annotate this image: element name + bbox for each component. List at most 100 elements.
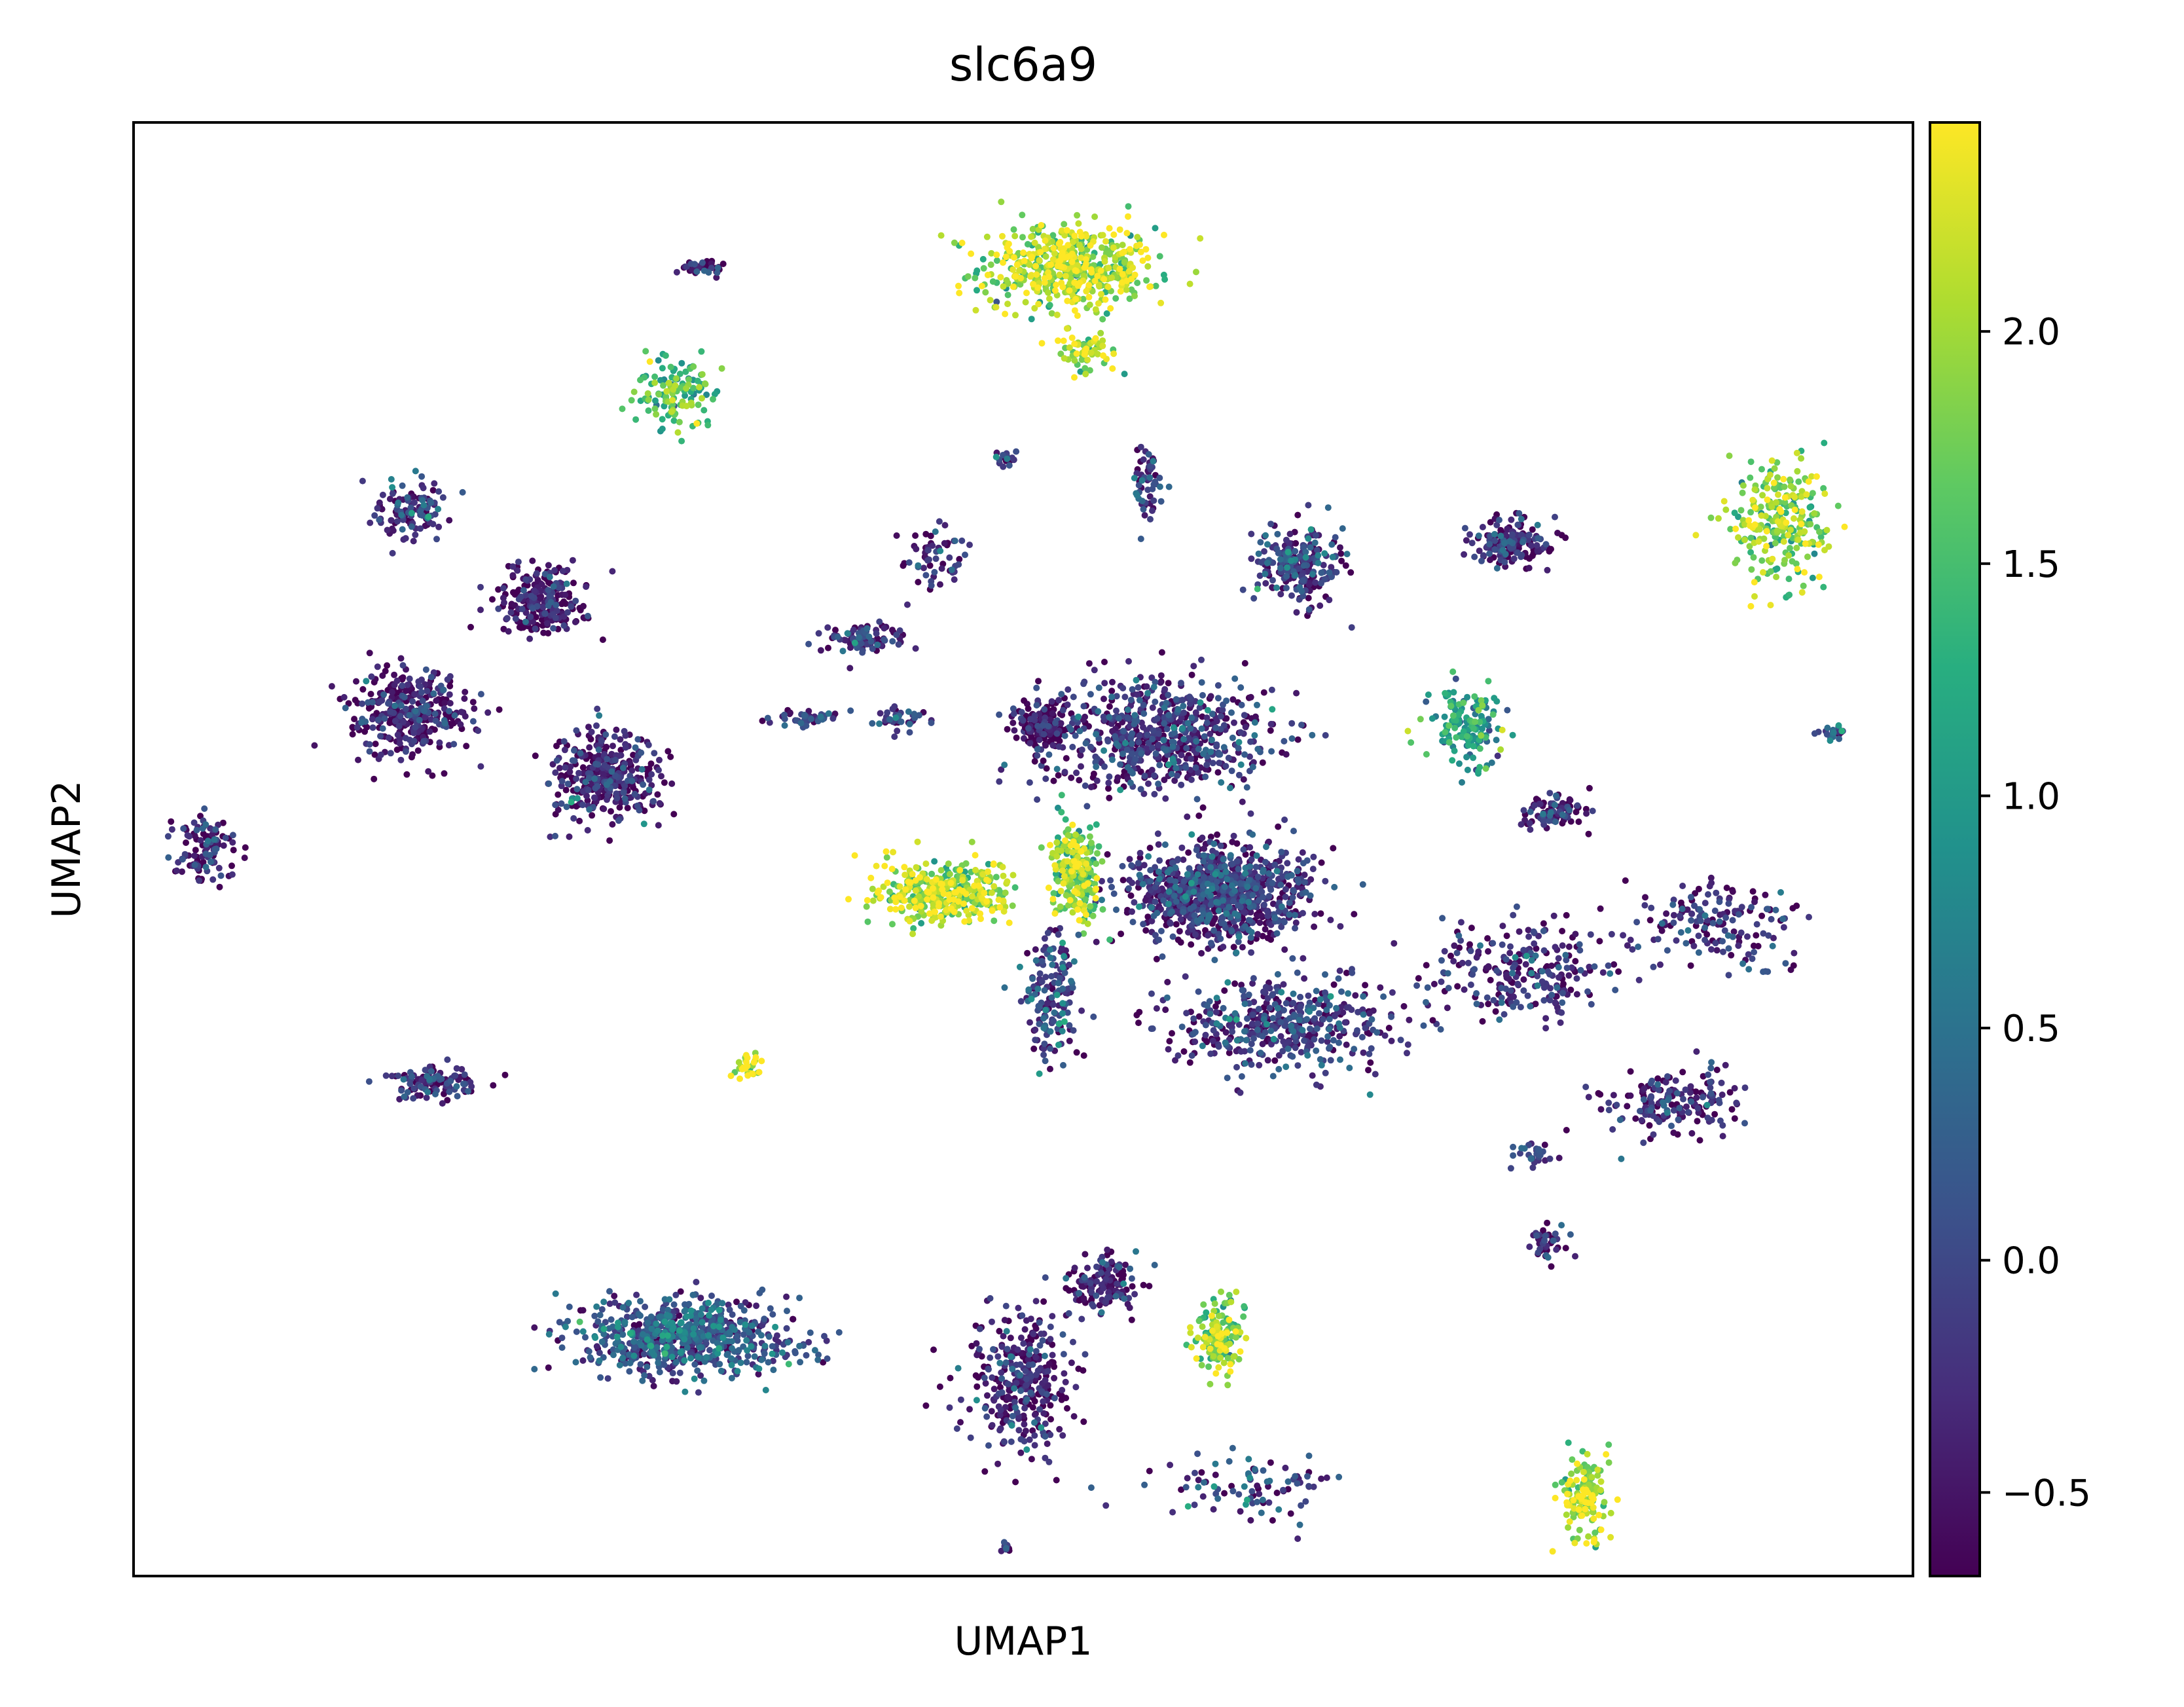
point-c4-367: [1055, 697, 1063, 704]
point-c6-146: [1491, 546, 1499, 553]
point-c13-215: [1092, 894, 1099, 902]
point-c7-237: [1751, 579, 1758, 586]
point-c7-51: [1785, 576, 1793, 583]
point-c9-555: [1282, 886, 1289, 893]
point-c9-906: [1228, 882, 1235, 889]
point-c12-278: [959, 877, 966, 884]
point-c10-115: [1259, 1040, 1266, 1048]
point-c12-358: [925, 889, 932, 896]
point-c10-80: [1400, 1002, 1408, 1010]
point-c4-549: [1140, 701, 1147, 708]
point-c9-410: [1299, 849, 1306, 856]
point-c4-675: [1124, 707, 1131, 713]
point-c0-189: [987, 261, 994, 268]
point-c0-505: [1128, 276, 1135, 283]
point-c0-443: [956, 289, 963, 297]
point-c16-197: [509, 563, 517, 570]
point-c2-75: [637, 376, 644, 384]
point-c6-155: [1486, 541, 1493, 547]
point-c9-328: [1201, 845, 1208, 853]
point-c4-442: [1042, 775, 1049, 782]
point-c14-28: [1032, 946, 1039, 953]
point-c7-127: [1772, 540, 1779, 547]
point-c4-47: [1294, 736, 1301, 743]
point-c5-0: [1347, 569, 1355, 576]
point-c8-126: [1463, 733, 1470, 740]
point-c11-35: [1013, 734, 1020, 741]
point-c10-147: [1388, 1037, 1395, 1044]
point-c11-96: [1055, 743, 1063, 750]
point-c12-161: [1002, 889, 1009, 896]
point-c0-361: [1036, 257, 1043, 264]
point-c4-489: [1154, 715, 1161, 722]
point-c16-247: [545, 587, 552, 594]
point-c9-873: [1169, 908, 1175, 915]
point-c0-77: [1125, 203, 1132, 210]
point-c10-123: [1336, 1033, 1343, 1040]
point-c7-242: [1745, 517, 1753, 524]
point-c10-255: [1207, 1050, 1214, 1057]
point-c4-485: [1186, 693, 1193, 701]
point-c1-34: [1061, 355, 1068, 362]
point-c12-334: [924, 896, 930, 903]
point-c12-242: [928, 917, 936, 925]
point-c10-261: [1355, 1008, 1362, 1016]
point-c14-73: [1017, 998, 1025, 1005]
point-c10-419: [1288, 1022, 1295, 1029]
point-c5-166: [1250, 595, 1258, 602]
point-c7-235: [1770, 479, 1777, 486]
point-c5-235: [1288, 557, 1295, 564]
point-c16-257: [522, 618, 529, 625]
point-c5-212: [1277, 564, 1284, 572]
point-c10-41: [1166, 1038, 1173, 1045]
point-c14-145: [1070, 958, 1078, 965]
point-c0-121: [1126, 295, 1133, 303]
point-c5-138: [1348, 624, 1355, 631]
point-c9-289: [1258, 912, 1265, 919]
point-c4-628: [1229, 734, 1236, 741]
point-c9-915: [1244, 883, 1251, 890]
point-c15-58: [379, 491, 386, 498]
point-c15-108: [408, 509, 415, 517]
point-c10-34: [1367, 1059, 1374, 1066]
point-c6-167: [1491, 530, 1498, 538]
point-c14-137: [1068, 978, 1074, 985]
point-c13-48: [1058, 792, 1065, 799]
point-c7-184: [1773, 499, 1779, 506]
point-c5-122: [1248, 530, 1255, 538]
point-c0-494: [1072, 295, 1080, 303]
point-c0-461: [1028, 253, 1036, 261]
point-c13-143: [1057, 903, 1064, 910]
point-c1-38: [1087, 349, 1095, 356]
point-c2-120: [665, 380, 672, 386]
point-c10-212: [1237, 1048, 1245, 1055]
point-c10-438: [1233, 1037, 1241, 1044]
point-c10-443: [1366, 1091, 1374, 1098]
point-c16-17: [467, 623, 474, 631]
point-c2-57: [632, 416, 640, 423]
point-c5-165: [1269, 577, 1276, 584]
point-c1-12: [1082, 365, 1089, 372]
point-c7-204: [1793, 449, 1800, 456]
point-c2-46: [670, 417, 678, 424]
point-c0-466: [1137, 248, 1144, 255]
point-c6-83: [1544, 566, 1551, 574]
point-c4-605: [1198, 679, 1205, 686]
point-c10-365: [1224, 1074, 1231, 1082]
point-c10-271: [1318, 1037, 1325, 1044]
point-c9-745: [1108, 883, 1115, 890]
point-c0-485: [1030, 281, 1037, 287]
point-c12-286: [937, 913, 944, 920]
point-c14-115: [1036, 1004, 1043, 1011]
point-c14-119: [1060, 1061, 1066, 1069]
point-c0-388: [1062, 272, 1069, 280]
point-c10-168: [1280, 981, 1287, 988]
point-c0-475: [1119, 270, 1126, 278]
point-c14-147: [1016, 963, 1023, 970]
point-c13-27: [1093, 821, 1100, 828]
point-c4-634: [1136, 697, 1143, 704]
point-c4-644: [1249, 763, 1256, 771]
point-c8-145: [1479, 702, 1486, 709]
point-c3-38: [714, 264, 721, 271]
point-c10-276: [1294, 1062, 1301, 1069]
